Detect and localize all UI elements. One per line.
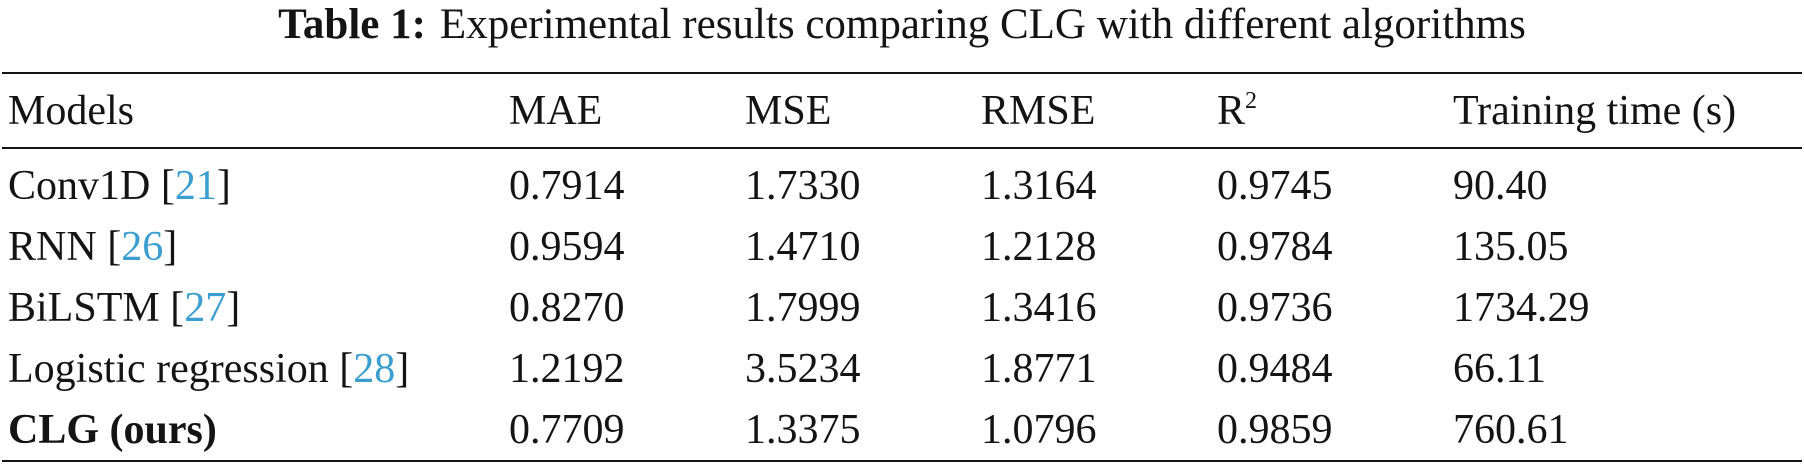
cell-training-time: 90.40 xyxy=(1453,162,1548,209)
cell-rmse: 1.2128 xyxy=(981,223,1097,270)
header-r2-superscript: 2 xyxy=(1245,87,1258,114)
cell-mse: 1.3375 xyxy=(745,406,861,453)
citation-link[interactable]: 21 xyxy=(174,162,217,209)
cell-training-time: 1734.29 xyxy=(1453,284,1590,331)
cell-model: BiLSTM [27] xyxy=(8,284,241,331)
cell-training-time: 135.05 xyxy=(1453,223,1569,270)
cell-training-time: 66.11 xyxy=(1453,345,1546,392)
cell-mse: 1.4710 xyxy=(745,223,861,270)
cell-mae: 0.8270 xyxy=(509,284,625,331)
model-name: RNN xyxy=(8,223,97,270)
cell-rmse: 1.8771 xyxy=(981,345,1097,392)
cell-model: Logistic regression [28] xyxy=(8,345,410,392)
citation-link[interactable]: 26 xyxy=(121,223,164,270)
cell-mae: 1.2192 xyxy=(509,345,625,392)
cell-rmse: 1.0796 xyxy=(981,406,1097,453)
cell-mae: 0.7709 xyxy=(509,406,625,453)
cell-r2: 0.9859 xyxy=(1217,406,1333,453)
caption-label: Table 1: xyxy=(278,1,426,48)
header-models: Models xyxy=(8,87,134,134)
cell-model: Conv1D [21] xyxy=(8,162,231,209)
cell-r2: 0.9745 xyxy=(1217,162,1333,209)
cell-mae: 0.9594 xyxy=(509,223,625,270)
table-row: BiLSTM [27] 0.8270 1.7999 1.3416 0.9736 … xyxy=(2,277,1802,338)
cell-r2: 0.9784 xyxy=(1217,223,1333,270)
cell-mse: 1.7999 xyxy=(745,284,861,331)
cell-model: RNN [26] xyxy=(8,223,178,270)
header-training-time: Training time (s) xyxy=(1453,87,1737,134)
header-r2: R2 xyxy=(1211,73,1447,148)
table-row: RNN [26] 0.9594 1.4710 1.2128 0.9784 135… xyxy=(2,216,1802,277)
cell-training-time: 760.61 xyxy=(1453,406,1569,453)
model-name: Logistic regression xyxy=(8,345,329,392)
model-name: Conv1D xyxy=(8,162,151,209)
table-row: Conv1D [21] 0.7914 1.7330 1.3164 0.9745 … xyxy=(2,148,1802,216)
header-r2-base: R xyxy=(1217,87,1246,134)
cell-rmse: 1.3416 xyxy=(981,284,1097,331)
cell-mse: 3.5234 xyxy=(745,345,861,392)
header-rmse: RMSE xyxy=(981,87,1096,134)
cell-mse: 1.7330 xyxy=(745,162,861,209)
table-row: CLG (ours) 0.7709 1.3375 1.0796 0.9859 7… xyxy=(2,399,1802,461)
cell-r2: 0.9736 xyxy=(1217,284,1333,331)
cell-rmse: 1.3164 xyxy=(981,162,1097,209)
results-table: Models MAE MSE RMSE R2 Training time (s)… xyxy=(2,72,1802,462)
citation-link[interactable]: 27 xyxy=(184,284,227,331)
table-caption: Table 1: Experimental results comparing C… xyxy=(0,0,1804,66)
model-name: BiLSTM xyxy=(8,284,160,331)
header-row: Models MAE MSE RMSE R2 Training time (s) xyxy=(2,73,1802,148)
cell-mae: 0.7914 xyxy=(509,162,625,209)
header-mae: MAE xyxy=(509,87,603,134)
caption-text: Experimental results comparing CLG with … xyxy=(439,1,1526,48)
cell-r2: 0.9484 xyxy=(1217,345,1333,392)
header-mse: MSE xyxy=(745,87,832,134)
table-row: Logistic regression [28] 1.2192 3.5234 1… xyxy=(2,338,1802,399)
cell-model-ours: CLG (ours) xyxy=(8,406,217,453)
citation-link[interactable]: 28 xyxy=(353,345,396,392)
